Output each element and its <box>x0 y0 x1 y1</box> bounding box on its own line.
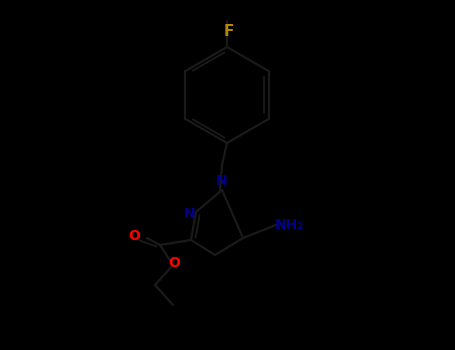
Text: NH₂: NH₂ <box>275 218 304 232</box>
Text: O: O <box>168 256 180 270</box>
Text: O: O <box>129 229 141 243</box>
Text: N: N <box>183 207 195 221</box>
Text: F: F <box>224 24 234 39</box>
Text: N: N <box>216 174 228 188</box>
